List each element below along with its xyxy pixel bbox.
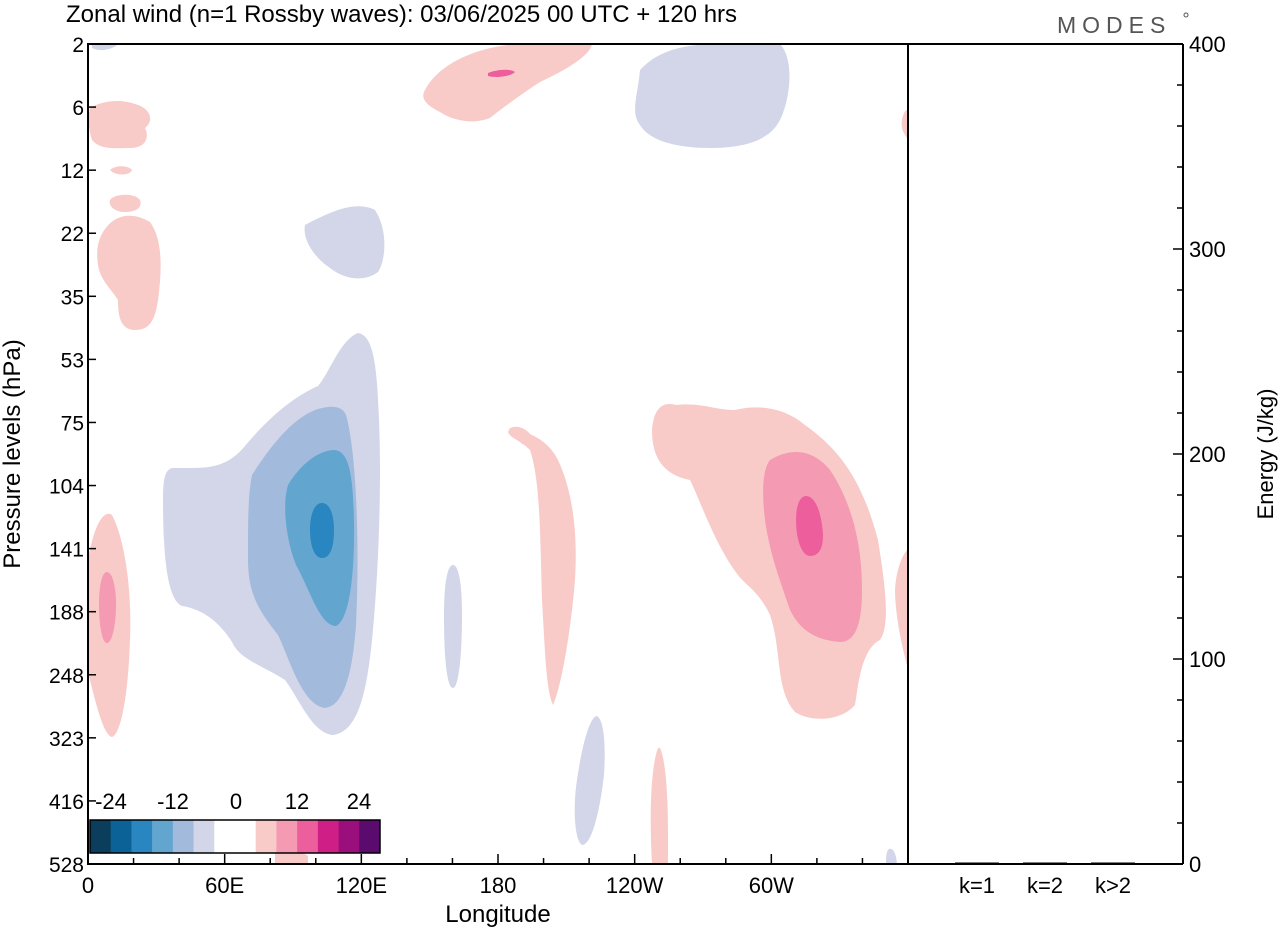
colorbar-patch (338, 820, 360, 853)
y-tick-label: 104 (49, 476, 84, 499)
colorbar-patch (193, 820, 215, 853)
x-tick-label: 120W (606, 873, 664, 898)
longitude-axis: 0 60E 120E 180 120W 60W (82, 854, 909, 898)
y-tick-label: 12 (61, 160, 84, 183)
x-axis-label: Longitude (445, 901, 550, 928)
contour-pos-16 (510, 426, 535, 444)
colorbar-frame (89, 819, 381, 854)
x-tick-label: 120E (336, 873, 387, 898)
y-tick-label: 248 (49, 665, 84, 688)
contour-pos-9 (110, 166, 132, 175)
contour-pos-4 (508, 428, 576, 705)
contour-pos-13 (650, 747, 668, 864)
colorbar-tick-label: -12 (157, 789, 189, 814)
colorbar-tick-label: 12 (285, 789, 309, 814)
contour-neg-10 (886, 848, 897, 864)
colorbar-patch (214, 820, 236, 853)
colorbar-tick-label: 0 (230, 789, 242, 814)
y-axis-label: Pressure levels (hPa) (0, 339, 26, 568)
colorbar-patch (131, 820, 153, 853)
contour-pos-12 (488, 69, 515, 77)
contour-neg-9 (92, 44, 118, 51)
y-tick-label: 2 (72, 34, 84, 57)
contour-neg-4 (310, 503, 334, 558)
y-tick-label: 528 (49, 854, 84, 877)
logo-mark (1183, 12, 1189, 18)
y-tick-label: 6 (72, 97, 84, 120)
colorbar-tick-label: 24 (347, 789, 371, 814)
contour-neg-8 (574, 716, 605, 845)
y-tick-label: 22 (61, 223, 84, 246)
contour-pos-10 (88, 101, 151, 149)
energy-tick-label: 200 (1189, 442, 1226, 467)
contour-pos-3 (796, 496, 823, 556)
energy-tick-label: 400 (1189, 32, 1226, 57)
contour-pos-15 (895, 550, 907, 665)
colorbar-patch (317, 820, 339, 853)
energy-tick-label: 100 (1189, 647, 1226, 672)
y-tick-label: 323 (49, 728, 84, 751)
colorbar-patch (152, 820, 174, 853)
colorbar-patch (276, 820, 298, 853)
contour-pos-14 (901, 110, 907, 138)
y-tick-label: 53 (61, 349, 84, 372)
colorbar-patch (297, 820, 319, 853)
energy-category-label: k=1 (959, 873, 995, 898)
colorbar-patch (90, 820, 112, 853)
y-tick-label: 75 (61, 412, 84, 435)
contour-neg-5 (304, 206, 385, 279)
contour-neg-7 (444, 565, 462, 688)
contour-pos-8 (109, 194, 141, 212)
x-tick-label: 0 (82, 873, 94, 898)
modes-logo: MODES (1057, 12, 1171, 38)
energy-bar (955, 862, 999, 864)
contour-neg-6 (635, 44, 790, 148)
energy-tick-label: 300 (1189, 237, 1226, 262)
colorbar-patch (110, 820, 132, 853)
energy-tick-label: 0 (1189, 852, 1201, 877)
energy-category-label: k=2 (1027, 873, 1063, 898)
colorbar-patch (172, 820, 194, 853)
y-tick-label: 35 (61, 286, 84, 309)
energy-bar (1091, 862, 1135, 864)
chart-title: Zonal wind (n=1 Rossby waves): 03/06/202… (66, 1, 737, 28)
x-tick-label: 60E (205, 873, 244, 898)
contour-pos-6 (99, 572, 116, 643)
energy-bar (1023, 862, 1067, 864)
contour-pos-7 (97, 215, 161, 330)
contour-pos-11 (423, 44, 592, 122)
energy-category-label: k>2 (1095, 873, 1131, 898)
energy-panel-frame (908, 43, 1184, 865)
x-tick-label: 60W (749, 873, 794, 898)
colorbar-patch (255, 820, 277, 853)
y-tick-label: 416 (49, 791, 84, 814)
energy-bars: k=1 k=2 k>2 (955, 862, 1135, 898)
x-tick-label: 180 (480, 873, 517, 898)
y-tick-label: 188 (49, 602, 84, 625)
energy-axis: 0 100 200 300 400 (1173, 32, 1226, 877)
colorbar-patch (359, 820, 381, 853)
pressure-axis: 2 6 12 22 35 53 75 104 141 188 248 323 416 528 (49, 34, 96, 877)
contour-field (88, 44, 907, 864)
energy-axis-label: Energy (J/kg) (1253, 389, 1278, 520)
colorbar-patch (235, 820, 257, 853)
y-tick-label: 141 (49, 539, 84, 562)
colorbar (89, 819, 381, 854)
colorbar-tick-label: -24 (95, 789, 127, 814)
